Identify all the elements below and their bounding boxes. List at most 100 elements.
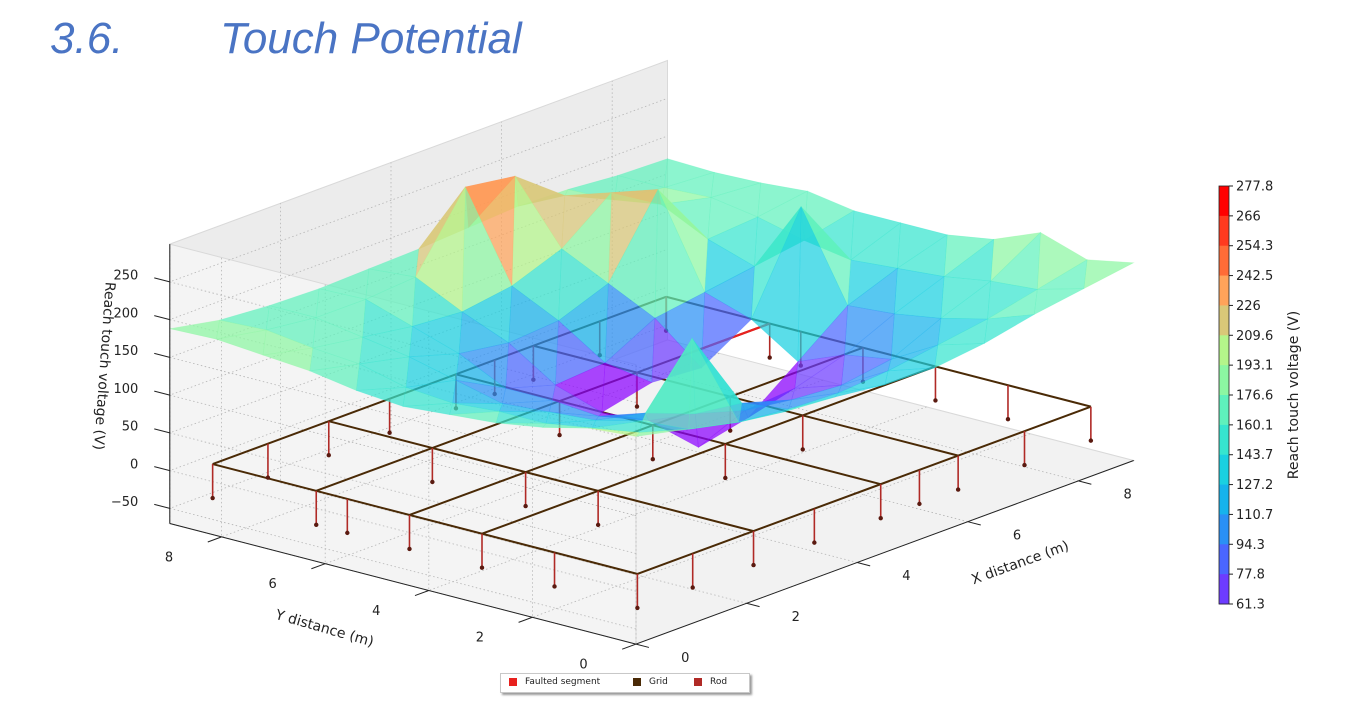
surface-facet (735, 411, 786, 423)
colorbar-tick-label: 127.2 (1236, 478, 1273, 493)
y-tick (207, 536, 222, 543)
colorbar-band (1219, 574, 1229, 605)
rod-tip (595, 522, 601, 528)
surface-facet (455, 353, 506, 389)
rod-tip (557, 432, 562, 438)
colorbar-tick-label: 77.8 (1236, 568, 1265, 583)
colorbar-tick-label: 209.6 (1236, 329, 1273, 344)
grid-conductor (328, 420, 754, 533)
x-gridline (611, 80, 1079, 482)
x-tick-label: 6 (1013, 528, 1021, 543)
colorbar-tick-label: 176.6 (1236, 389, 1273, 404)
colorbar-band (1219, 424, 1229, 456)
colorbar-tick-label: 266 (1236, 209, 1261, 224)
surface-facet (834, 384, 885, 398)
surface-facet (552, 400, 603, 417)
rod-tip (723, 475, 728, 481)
grid-swatch (633, 678, 641, 686)
surface-facet (800, 206, 852, 307)
chart-legend: Faulted segment Grid Rod (500, 673, 750, 693)
surface-facet (496, 422, 547, 428)
rod-tip (552, 584, 557, 589)
x-gridline (501, 121, 968, 523)
surface-facet (788, 392, 839, 410)
surface-facet (750, 206, 802, 363)
legend-item-faulted-segment: Faulted segment (509, 677, 600, 689)
z-tick-label: 150 (113, 344, 138, 359)
y-axis-title: Y distance (m) (273, 607, 376, 651)
surface-facet (595, 412, 646, 422)
rod-tip (1022, 462, 1027, 468)
surface-facet (551, 384, 603, 413)
rod-tip (812, 540, 817, 545)
colorbar-band (1219, 335, 1229, 366)
voltage-surface (169, 158, 1135, 448)
x-tick (967, 521, 981, 526)
colorbar-title: Reach touch voltage (V) (1286, 311, 1302, 480)
surface-facet (361, 326, 413, 358)
surface-facet (984, 314, 1035, 344)
surface-facet (707, 196, 759, 240)
surface-facet (549, 411, 600, 421)
faulted-segment-swatch (509, 678, 517, 686)
rod-swatch (694, 678, 702, 686)
surface-facet (561, 191, 612, 284)
x-axis-line (635, 460, 1134, 645)
surface-facet (309, 347, 360, 372)
colorbar-band (1219, 454, 1229, 486)
rod-tip (634, 404, 640, 409)
legend-label: Grid (649, 677, 668, 687)
z-gridline (168, 211, 668, 517)
rod-tip (690, 585, 695, 590)
y-tick (518, 616, 533, 623)
rod-tip (767, 355, 772, 360)
x-tick-label: 4 (902, 569, 910, 584)
z-gridline (168, 286, 668, 592)
rod-tip (917, 501, 922, 507)
colorbar-band (1219, 514, 1229, 545)
y-tick (414, 590, 429, 597)
z-tick (154, 277, 170, 283)
rod-tip (635, 605, 640, 611)
grid-conductor (212, 463, 638, 575)
colorbar-band (1219, 275, 1229, 306)
section-title: Touch Potential (220, 14, 522, 63)
y-tick-label: 8 (165, 550, 173, 565)
y-tick-label: 6 (269, 577, 277, 592)
rod-tip (326, 452, 331, 458)
rod-tip (800, 447, 805, 452)
rod-tip (479, 565, 485, 570)
legend-item-rod: Rod (694, 677, 727, 689)
surface-facet (664, 171, 715, 198)
y-axis-line (169, 522, 637, 645)
surface-facet (505, 384, 556, 401)
surface-facet (358, 356, 410, 388)
surface-facet (402, 402, 454, 415)
rod-tip (728, 428, 733, 433)
surface-facet (934, 343, 985, 369)
y-gridline (324, 284, 824, 565)
surface-facet (887, 344, 939, 372)
legend-label: Faulted segment (525, 677, 601, 687)
surface-facet (788, 392, 840, 410)
section-number: 3.6. (50, 14, 124, 63)
colorbar-band (1219, 484, 1229, 515)
rod-tip (1088, 438, 1094, 443)
surface-facet (216, 319, 267, 340)
z-tick (154, 390, 170, 396)
surface-facet (511, 248, 563, 322)
x-tick (1078, 480, 1092, 485)
rod-tip (407, 546, 412, 552)
colorbar-band (1219, 365, 1229, 396)
y-tick-label: 2 (476, 631, 484, 646)
y-gridline (532, 337, 1031, 618)
colorbar-tick-label: 226 (1236, 299, 1261, 314)
rod-tip (523, 503, 528, 509)
rod-tip (933, 398, 938, 403)
surface-facet (785, 396, 836, 412)
surface-facet (741, 399, 793, 410)
y-tick (311, 563, 326, 570)
z-tick (154, 315, 170, 321)
z-tick-label: −50 (111, 495, 138, 510)
